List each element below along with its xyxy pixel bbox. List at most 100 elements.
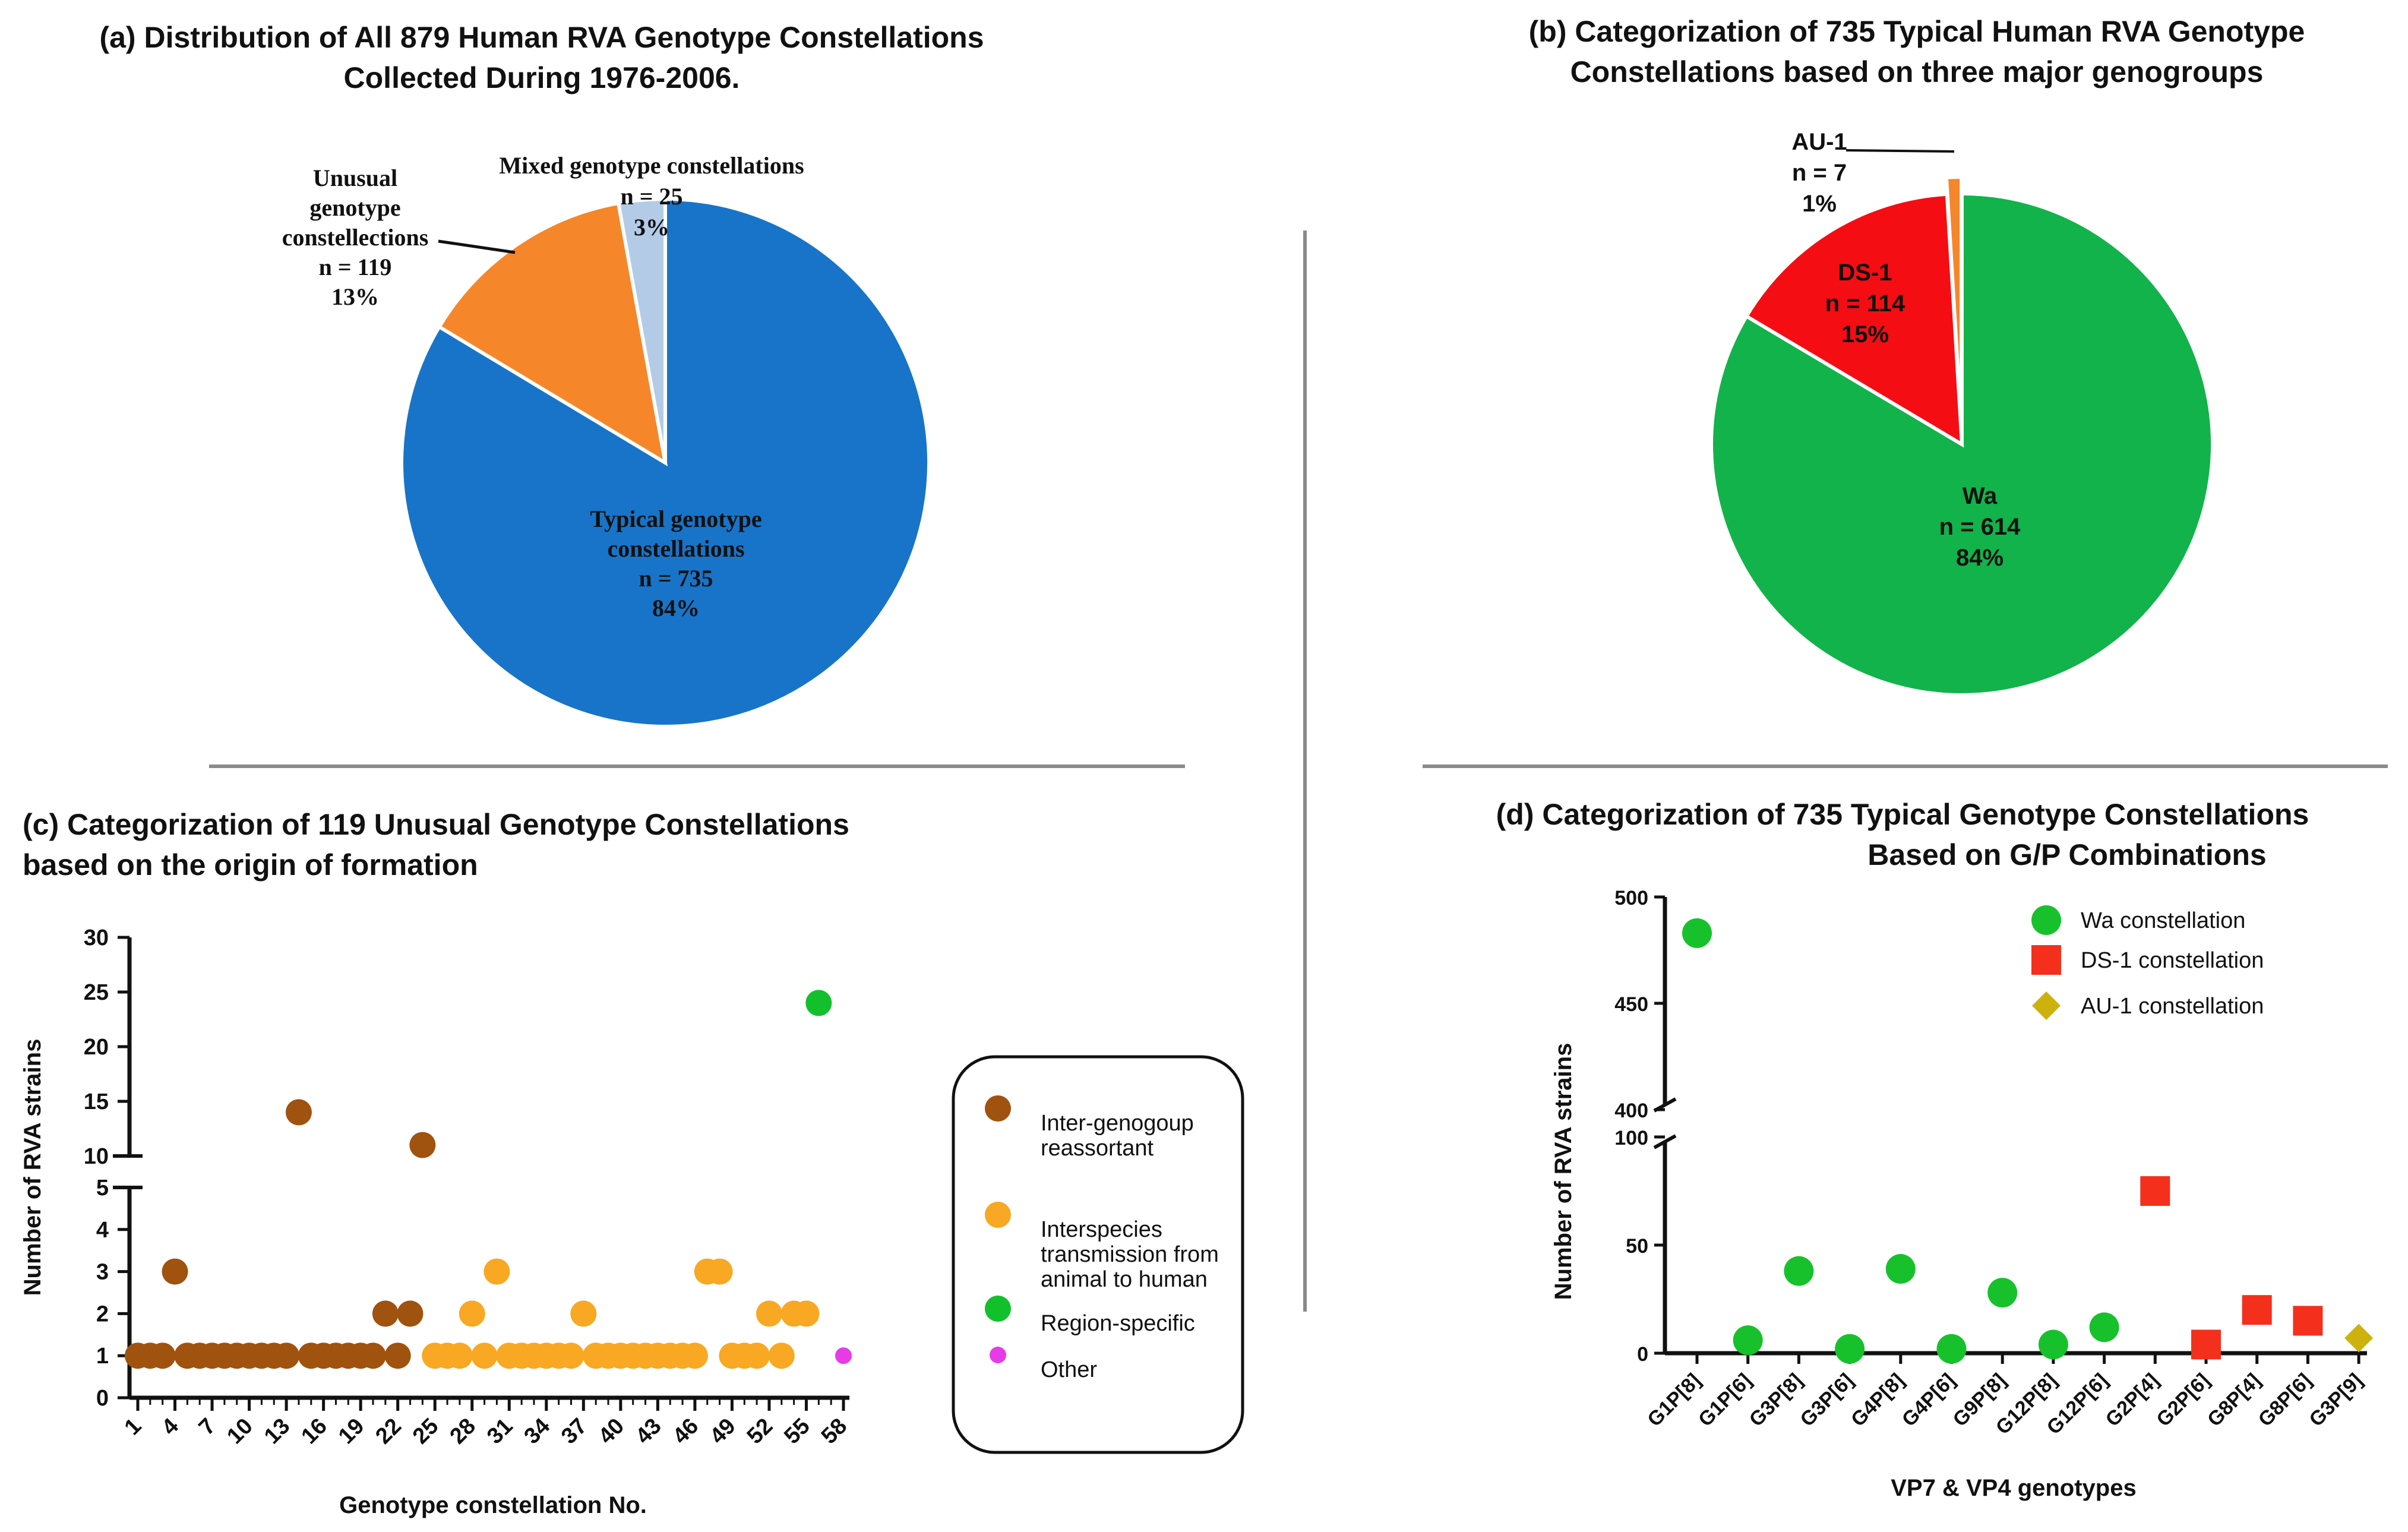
pie-a-label-typical-line-4: 84% [652, 595, 700, 621]
c-legend-label-2-2: transmission from [1041, 1242, 1219, 1267]
c-y-tick-label-4: 4 [96, 1218, 109, 1243]
c-point-s2-24 [706, 1258, 733, 1285]
c-x-tick-label-22: 22 [371, 1414, 406, 1449]
d-legend-label-1: Wa constellation [2081, 908, 2245, 933]
c-point-s1-22 [384, 1343, 411, 1369]
c-x-tick-label-52: 52 [742, 1414, 778, 1449]
c-x-tick-label-40: 40 [594, 1414, 630, 1449]
c-point-s1-21 [372, 1300, 399, 1327]
d-legend-label-3: AU-1 constellation [2081, 994, 2264, 1019]
c-y-tick-label-10: 10 [84, 1144, 109, 1169]
pie-a-label-mixed-line-3: 3% [634, 214, 669, 241]
c-y-tick-label-25: 25 [84, 980, 109, 1005]
d-axis-break-lower [1653, 1134, 1677, 1149]
c-x-tick-label-13: 13 [260, 1414, 295, 1449]
d-point-s1-3 [1784, 1256, 1814, 1286]
d-point-s3-1 [2344, 1323, 2374, 1353]
c-x-tick-label-1: 1 [120, 1414, 147, 1441]
d-point-s2-2 [2191, 1329, 2221, 1360]
pie-a-label-typical-line-1: Typical genotype [590, 506, 761, 532]
panel-a-title: (a) Distribution of All 879 Human RVA Ge… [99, 21, 984, 94]
pie-a-label-unusual-line-5: 13% [331, 283, 379, 310]
d-y-tick-label-50: 50 [1626, 1235, 1648, 1258]
panel-c-title-line1: (c) Categorization of 119 Unusual Genoty… [23, 808, 849, 841]
c-x-tick-label-25: 25 [408, 1414, 444, 1449]
c-legend-marker-1 [985, 1095, 1011, 1122]
pie-a-label-unusual-line-3: constellections [282, 224, 429, 251]
pie-chart-a: Typical genotype constellations n = 735 84%… [282, 152, 931, 728]
c-legend-label-1-1: Inter-genogoup [1041, 1111, 1194, 1136]
pie-b-slice-2 [1744, 192, 1964, 448]
pie-b-label-wa-line-1: Wa [1963, 483, 1998, 509]
d-point-s2-3 [2242, 1295, 2272, 1325]
pie-a-label-unusual-line-2: genotype [309, 194, 400, 221]
pie-a-label-unusual-line-1: Unusual [313, 165, 397, 191]
d-x-tick-label-6: G4P[6] [1898, 1369, 1960, 1431]
pie-b-label-au1-line-2: n = 7 [1792, 160, 1847, 186]
c-x-tick-label-43: 43 [631, 1414, 666, 1449]
d-point-s1-6 [1936, 1334, 1967, 1364]
d-x-tick-label-1: G1P[8] [1643, 1369, 1705, 1431]
pie-a-slice-3 [616, 197, 667, 463]
panel-c-title: (c) Categorization of 119 Unusual Genoty… [23, 808, 849, 882]
c-point-s1-13 [273, 1343, 300, 1369]
d-point-s1-4 [1835, 1334, 1865, 1364]
c-legend-marker-4 [990, 1347, 1006, 1363]
d-y-tick-label-0: 0 [1637, 1343, 1648, 1366]
c-legend-label-1-2: reassortant [1041, 1136, 1154, 1161]
panel-a-title-line2: Collected During 1976-2006. [344, 61, 740, 94]
pie-b-label-ds1-line-3: 15% [1841, 321, 1889, 348]
d-legend-marker-1 [2031, 905, 2061, 935]
pie-b-slice-3 [1944, 175, 1964, 428]
c-point-s2-13 [570, 1300, 597, 1327]
d-x-tick-label-5: G4P[8] [1847, 1369, 1908, 1431]
c-legend-box [952, 1055, 1244, 1454]
c-legend-label-2-1: Interspecies [1041, 1217, 1162, 1242]
pie-a-label-unusual-line-4: n = 119 [319, 254, 392, 280]
d-x-tick-label-4: G3P[6] [1796, 1369, 1857, 1431]
d-y-tick-label-400: 400 [1614, 1100, 1648, 1122]
d-point-s1-2 [1733, 1325, 1763, 1356]
pie-b-label-au1-line-3: 1% [1802, 191, 1837, 217]
c-x-tick-label-28: 28 [445, 1414, 481, 1449]
c-x-tick-label-55: 55 [779, 1414, 815, 1449]
pie-a-label-mixed-line-1: Mixed genotype constellations [499, 152, 804, 179]
c-x-axis-title: Genotype constellation No. [339, 1492, 647, 1518]
d-legend-label-2: DS-1 constellation [2081, 948, 2264, 973]
d-x-tick-label-2: G1P[6] [1694, 1369, 1756, 1431]
c-point-s3-1 [805, 990, 832, 1016]
c-point-s2-31 [793, 1300, 820, 1327]
c-point-s2-22 [681, 1343, 708, 1369]
panel-c-title-line2: based on the origin of formation [23, 848, 478, 882]
panel-b-title-line1: (b) Categorization of 735 Typical Human … [1529, 15, 2305, 48]
pie-a-label-mixed-line-2: n = 25 [620, 183, 682, 210]
d-point-s1-8 [2038, 1329, 2068, 1360]
pie-chart-b: Wa n = 614 84% DS-1 n = 114 15% AU-1 n = 7 1% [1709, 129, 2214, 697]
c-x-tick-label-46: 46 [668, 1414, 704, 1449]
d-y-tick-label-450: 450 [1614, 993, 1648, 1016]
c-legend-label-3-1: Region-specific [1041, 1311, 1195, 1336]
c-y-tick-label-30: 30 [84, 925, 109, 950]
d-legend-marker-3 [2032, 991, 2061, 1020]
panel-a-title-line1: (a) Distribution of All 879 Human RVA Ge… [99, 21, 984, 54]
pie-b-label-wa-line-2: n = 614 [1939, 514, 2021, 540]
panel-d-title: (d) Categorization of 735 Typical Genoty… [1496, 798, 2309, 871]
c-y-tick-label-3: 3 [96, 1260, 109, 1285]
d-legend-marker-2 [2031, 945, 2061, 975]
pie-a-leader-unusual [438, 239, 516, 254]
d-x-tick-label-10: G2P[4] [2102, 1369, 2163, 1431]
d-point-s1-5 [1885, 1254, 1916, 1284]
c-point-s2-29 [768, 1343, 795, 1369]
c-x-tick-label-31: 31 [482, 1414, 518, 1449]
d-point-s1-7 [1987, 1278, 2018, 1308]
d-x-tick-label-14: G3P[9] [2305, 1369, 2366, 1431]
c-y-tick-label-5: 5 [96, 1176, 109, 1201]
c-legend-label-4-1: Other [1041, 1357, 1097, 1382]
panel-d-title-line1: (d) Categorization of 735 Typical Genoty… [1496, 798, 2309, 831]
c-point-s4-1 [835, 1347, 852, 1364]
c-x-tick-label-4: 4 [157, 1414, 184, 1441]
c-point-s2-3 [446, 1343, 473, 1369]
pie-b-leader-au1 [1845, 149, 1955, 153]
c-point-s2-4 [459, 1300, 485, 1327]
